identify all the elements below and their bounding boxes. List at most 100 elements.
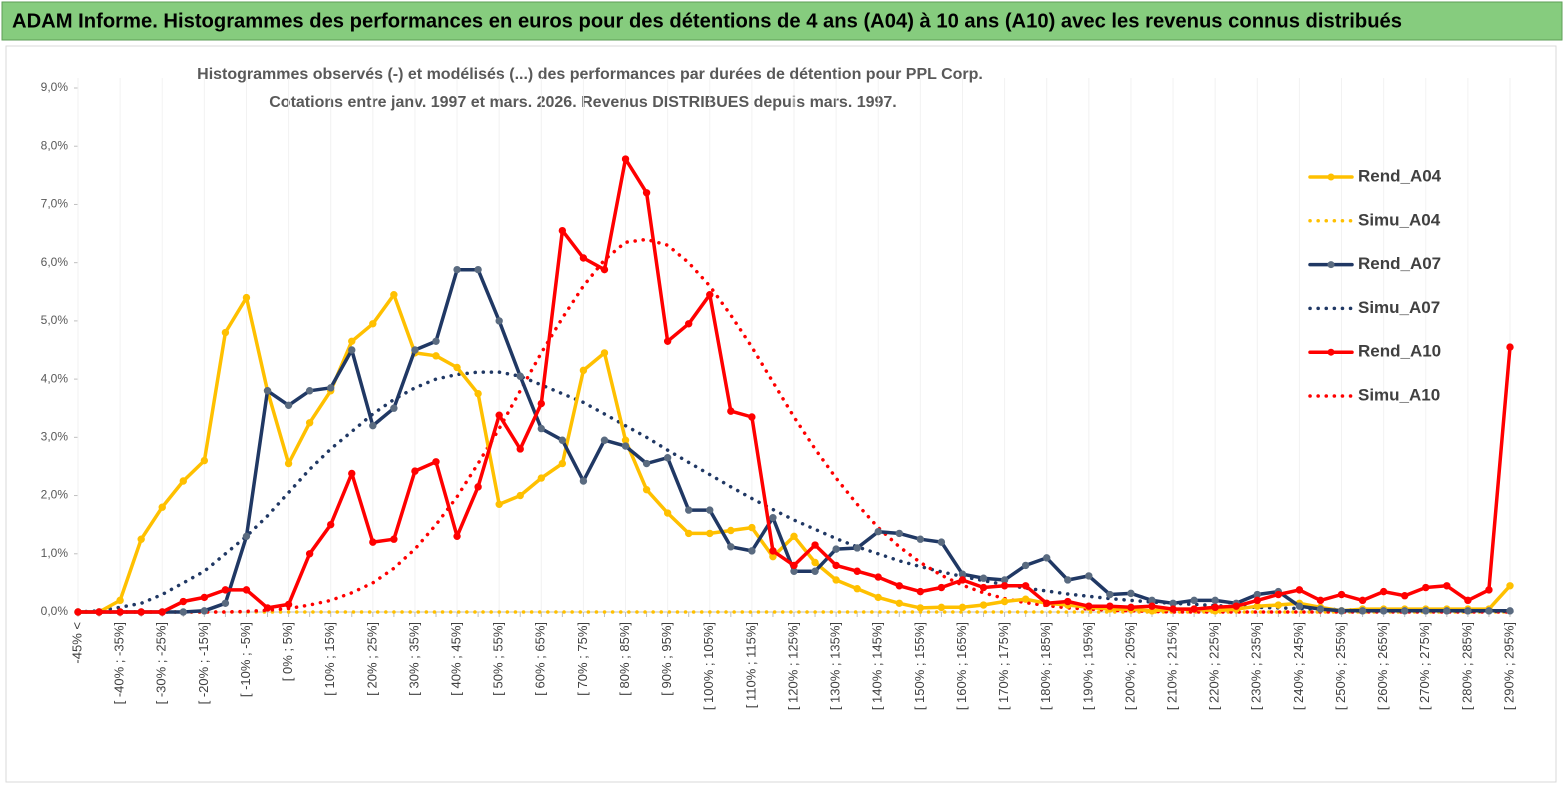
x-tick-label: [ 250% ; 255%]	[1333, 622, 1348, 710]
y-tick-label: 6,0%	[41, 255, 69, 269]
data-point	[516, 491, 524, 500]
data-point	[895, 599, 903, 607]
data-point	[411, 467, 419, 475]
data-point	[958, 603, 967, 612]
data-point	[1127, 603, 1135, 612]
data-point	[390, 404, 398, 412]
y-tick-label: 4,0%	[41, 371, 69, 385]
data-point	[495, 411, 503, 419]
data-point	[706, 529, 714, 538]
data-point	[369, 320, 377, 328]
data-point	[811, 541, 819, 549]
chart-title: Histogrammes observés (-) et modélisés (…	[197, 66, 983, 83]
data-point	[621, 442, 630, 450]
data-point	[600, 265, 609, 274]
legend-marker	[1327, 173, 1335, 181]
data-point	[1379, 607, 1388, 615]
data-point	[1422, 583, 1430, 592]
data-point	[769, 513, 777, 522]
data-point	[642, 459, 651, 468]
data-point	[390, 290, 398, 299]
legend-label: Simu_A04	[1358, 210, 1441, 229]
data-point	[1064, 576, 1072, 584]
data-point	[600, 349, 609, 357]
data-point	[348, 469, 356, 478]
data-point	[937, 583, 946, 592]
data-point	[642, 189, 651, 197]
x-tick-label: [ 20% ; 25%]	[364, 622, 379, 696]
data-point	[221, 328, 230, 337]
x-tick-label: [ 200% ; 205%]	[1122, 622, 1137, 710]
data-point	[1190, 605, 1198, 613]
data-point	[558, 459, 567, 468]
data-point	[895, 582, 903, 590]
data-point	[937, 603, 946, 612]
x-tick-label: [ 130% ; 135%]	[828, 622, 843, 710]
data-point	[516, 445, 524, 453]
header-title: ADAM Informe. Histogrammes des performan…	[12, 10, 1402, 32]
data-point	[242, 586, 251, 594]
series-line	[76, 370, 1512, 614]
data-point	[1232, 602, 1240, 610]
chart-frame	[5, 45, 1557, 783]
data-point	[874, 573, 882, 581]
data-point	[95, 608, 103, 616]
data-point	[769, 547, 777, 555]
data-point	[116, 596, 124, 605]
data-point	[748, 413, 756, 421]
data-point	[432, 458, 440, 466]
data-point	[158, 503, 166, 511]
x-tick-label: [ 270% ; 275%]	[1417, 622, 1432, 710]
data-point	[200, 607, 209, 615]
y-tick-label: 3,0%	[41, 430, 69, 444]
x-tick-label: [ 30% ; 35%]	[406, 622, 421, 696]
data-point	[1337, 607, 1346, 615]
y-tick-label: 2,0%	[41, 488, 69, 502]
data-point	[706, 506, 714, 514]
legend-marker	[1327, 348, 1335, 356]
x-tick-label: [ 0% ; 5%]	[280, 622, 295, 681]
data-point	[116, 608, 124, 616]
y-tick-label: 0,0%	[41, 604, 69, 618]
x-tick-label: [ -10% ; -5%]	[238, 622, 253, 697]
y-tick-label: 1,0%	[41, 546, 69, 560]
data-point	[1506, 607, 1514, 615]
legend-label: Rend_A10	[1358, 342, 1441, 361]
data-point	[600, 436, 609, 444]
y-tick-label: 5,0%	[41, 313, 69, 327]
x-tick-label: [ 120% ; 125%]	[785, 622, 800, 710]
data-point	[958, 576, 967, 584]
data-point	[1401, 607, 1409, 615]
data-point	[1401, 591, 1409, 600]
data-point	[621, 155, 630, 163]
data-point	[895, 529, 903, 538]
x-tick-label: [ 110% ; 115%]	[743, 622, 758, 708]
data-point	[369, 421, 377, 430]
data-point	[579, 366, 588, 375]
data-point	[474, 483, 482, 491]
data-point	[179, 608, 187, 616]
data-point	[1106, 602, 1114, 610]
y-tick-label: 7,0%	[41, 197, 69, 211]
x-tick-label: [ 240% ; 245%]	[1291, 622, 1306, 710]
x-tick-label: [ 190% ; 195%]	[1080, 622, 1095, 710]
data-point	[706, 290, 714, 299]
data-point	[853, 567, 861, 575]
data-point	[537, 424, 545, 433]
data-point	[1148, 602, 1156, 610]
data-point	[1358, 607, 1367, 615]
data-point	[453, 532, 461, 541]
legend-label: Rend_A07	[1358, 254, 1441, 273]
data-point	[284, 401, 293, 410]
data-point	[137, 535, 145, 543]
data-point	[179, 477, 187, 485]
data-point	[1064, 597, 1072, 606]
data-point	[284, 600, 293, 609]
x-tick-label: [ 220% ; 225%]	[1207, 622, 1222, 710]
data-point	[1253, 596, 1261, 605]
data-point	[537, 399, 545, 408]
data-point	[432, 352, 440, 360]
data-point	[369, 538, 377, 546]
data-point	[327, 520, 335, 529]
